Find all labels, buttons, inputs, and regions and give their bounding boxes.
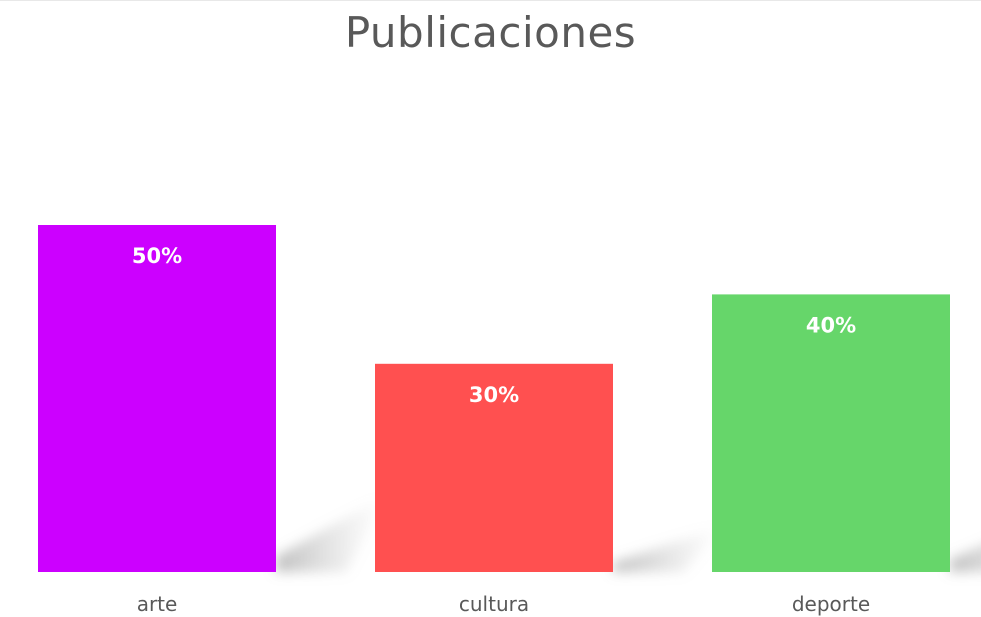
data-labels-group: 50% 30% 40% bbox=[132, 244, 856, 407]
x-tick-label-arte: arte bbox=[137, 592, 178, 616]
bar-deporte bbox=[712, 294, 950, 572]
data-label-cultura: 30% bbox=[469, 383, 519, 407]
bar-shadows bbox=[276, 495, 981, 572]
top-divider bbox=[0, 0, 981, 1]
bar-shadow-arte bbox=[276, 495, 386, 572]
x-tick-label-deporte: deporte bbox=[792, 592, 870, 616]
bar-cultura bbox=[375, 363, 613, 572]
bar-shadow-deporte bbox=[950, 546, 981, 572]
data-label-deporte: 40% bbox=[806, 313, 856, 337]
x-tick-label-cultura: cultura bbox=[459, 592, 529, 616]
bars-group bbox=[38, 225, 950, 572]
data-label-arte: 50% bbox=[132, 244, 182, 268]
x-tick-labels-group: arte cultura deporte bbox=[137, 592, 870, 616]
bar-shadow-cultura bbox=[613, 526, 723, 572]
bar-arte bbox=[38, 225, 276, 572]
chart-title: Publicaciones bbox=[344, 8, 637, 57]
